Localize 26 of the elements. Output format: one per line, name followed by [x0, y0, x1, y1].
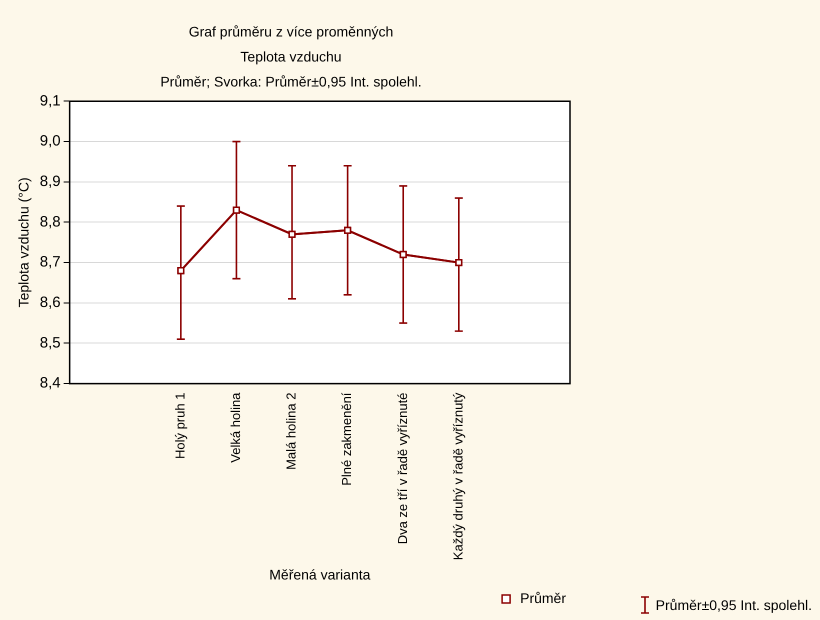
x-tick-label: Malá holina 2 [284, 392, 299, 470]
y-tick-label: 9,1 [40, 92, 61, 110]
point [232, 206, 240, 214]
point [400, 250, 407, 258]
x-tick-label: Každý druhý v řadě vyříznutý [450, 392, 466, 560]
point [455, 258, 462, 266]
chart-title: Graf průměru z více proměnných [188, 23, 394, 40]
y-tick-label: 8,4 [40, 374, 61, 392]
text: Průměr±0,95 Int. spolehl. [656, 597, 812, 613]
y-tick-label: 9,0 [40, 132, 61, 150]
y-tick-label: 8,9 [40, 173, 61, 190]
x-tick-label: Velká holina [228, 392, 244, 463]
y-tick-label: 8,5 [40, 334, 61, 352]
x-tick-label: Holý pruh 1 [172, 392, 188, 460]
y-tick-label: 8,6 [40, 294, 61, 312]
x-tick-label: Dva ze tří v řadě vyříznuté [394, 392, 410, 544]
point [288, 230, 296, 238]
y-tick-label: 8,8 [40, 213, 61, 230]
x-tick-label: Plné zakmenění [339, 392, 354, 486]
x-axis-title: Měřená varianta [269, 566, 371, 582]
chart-subtitle: Teplota vzduchu Průměr; Svorka: Průměr±0,95 Int. spolehl. [160, 48, 422, 90]
point [177, 267, 184, 274]
y-axis-title: Teplota vzduchu (°C) [15, 177, 32, 308]
y-tick-label: 8,7 [40, 254, 61, 271]
legend-label: Průměr [520, 590, 566, 606]
point [344, 226, 352, 234]
